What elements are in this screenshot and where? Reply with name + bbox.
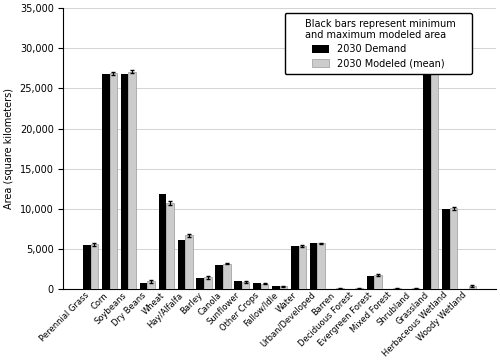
Bar [166,203,174,289]
Bar [298,246,306,289]
Bar [121,74,128,289]
Bar [196,278,204,289]
Bar [148,281,155,289]
Bar [83,245,90,289]
Bar [366,276,374,289]
Bar [216,265,223,289]
Bar [280,286,287,289]
Bar [310,244,318,289]
Bar [158,195,166,289]
Bar [242,282,250,289]
Bar [128,72,136,289]
Y-axis label: Area (square kilometers): Area (square kilometers) [4,88,14,209]
Bar [204,277,212,289]
Bar [272,286,280,289]
Bar [260,284,268,289]
Bar [178,240,185,289]
Bar [291,246,298,289]
Bar [450,208,458,289]
Bar [253,283,260,289]
Bar [110,73,117,289]
Legend: 2030 Demand, 2030 Modeled (mean): 2030 Demand, 2030 Modeled (mean) [284,13,472,74]
Bar [424,24,431,289]
Bar [140,283,147,289]
Bar [468,286,476,289]
Bar [431,23,438,289]
Bar [234,281,242,289]
Bar [374,275,382,289]
Bar [318,244,325,289]
Bar [90,244,98,289]
Bar [442,209,450,289]
Bar [102,74,110,289]
Bar [185,236,192,289]
Bar [223,264,230,289]
